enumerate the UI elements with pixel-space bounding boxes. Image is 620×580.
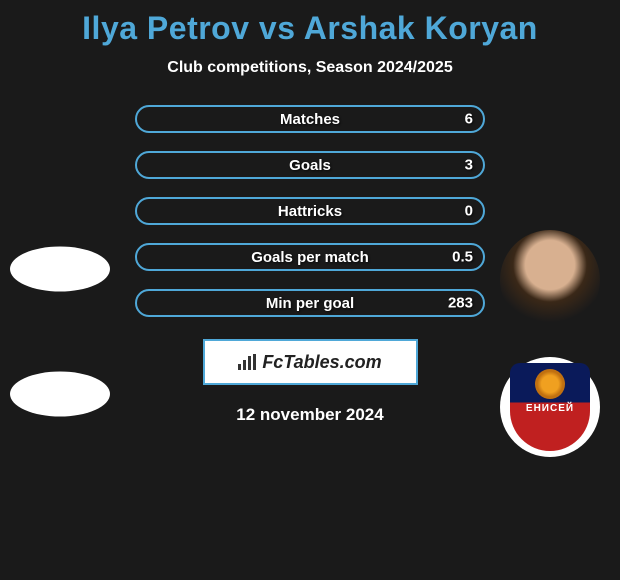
stat-value-right: 0.5: [452, 249, 473, 266]
stat-row: Hattricks 0: [135, 197, 485, 225]
stat-row: Matches 6: [135, 105, 485, 133]
stat-value-right: 3: [465, 157, 473, 174]
stat-value-right: 0: [465, 203, 473, 220]
stat-row: Min per goal 283: [135, 289, 485, 317]
club-right-badge: ЕНИСЕЙ: [510, 363, 590, 451]
club-right-logo: ЕНИСЕЙ: [500, 357, 600, 457]
page-title: Ilya Petrov vs Arshak Koryan: [0, 0, 620, 47]
stats-rows: Matches 6 Goals 3 Hattricks 0 Goals per …: [135, 105, 485, 317]
stat-label: Min per goal: [266, 295, 354, 312]
club-left-logo: [10, 372, 110, 417]
stat-label: Goals: [289, 157, 331, 174]
club-right-badge-text: ЕНИСЕЙ: [526, 403, 574, 414]
player-right-avatar: [500, 230, 600, 330]
brand-text: FcTables.com: [262, 352, 381, 373]
stat-label: Goals per match: [251, 249, 369, 266]
brand-link[interactable]: FcTables.com: [203, 339, 418, 385]
stat-label: Matches: [280, 111, 340, 128]
comparison-content: ЕНИСЕЙ Matches 6 Goals 3 Hattricks 0 Goa…: [0, 105, 620, 425]
player-left-avatar: [10, 247, 110, 292]
stat-row: Goals 3: [135, 151, 485, 179]
stat-row: Goals per match 0.5: [135, 243, 485, 271]
stat-value-right: 6: [465, 111, 473, 128]
subtitle: Club competitions, Season 2024/2025: [0, 59, 620, 77]
stat-value-right: 283: [448, 295, 473, 312]
stat-label: Hattricks: [278, 203, 342, 220]
bar-chart-icon: [238, 354, 258, 370]
